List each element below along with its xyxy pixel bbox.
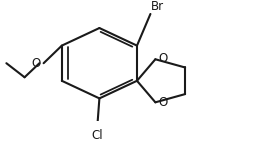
Text: Cl: Cl (91, 130, 103, 142)
Text: Br: Br (151, 0, 164, 13)
Text: O: O (158, 96, 167, 109)
Text: O: O (31, 57, 40, 70)
Text: O: O (158, 52, 167, 65)
